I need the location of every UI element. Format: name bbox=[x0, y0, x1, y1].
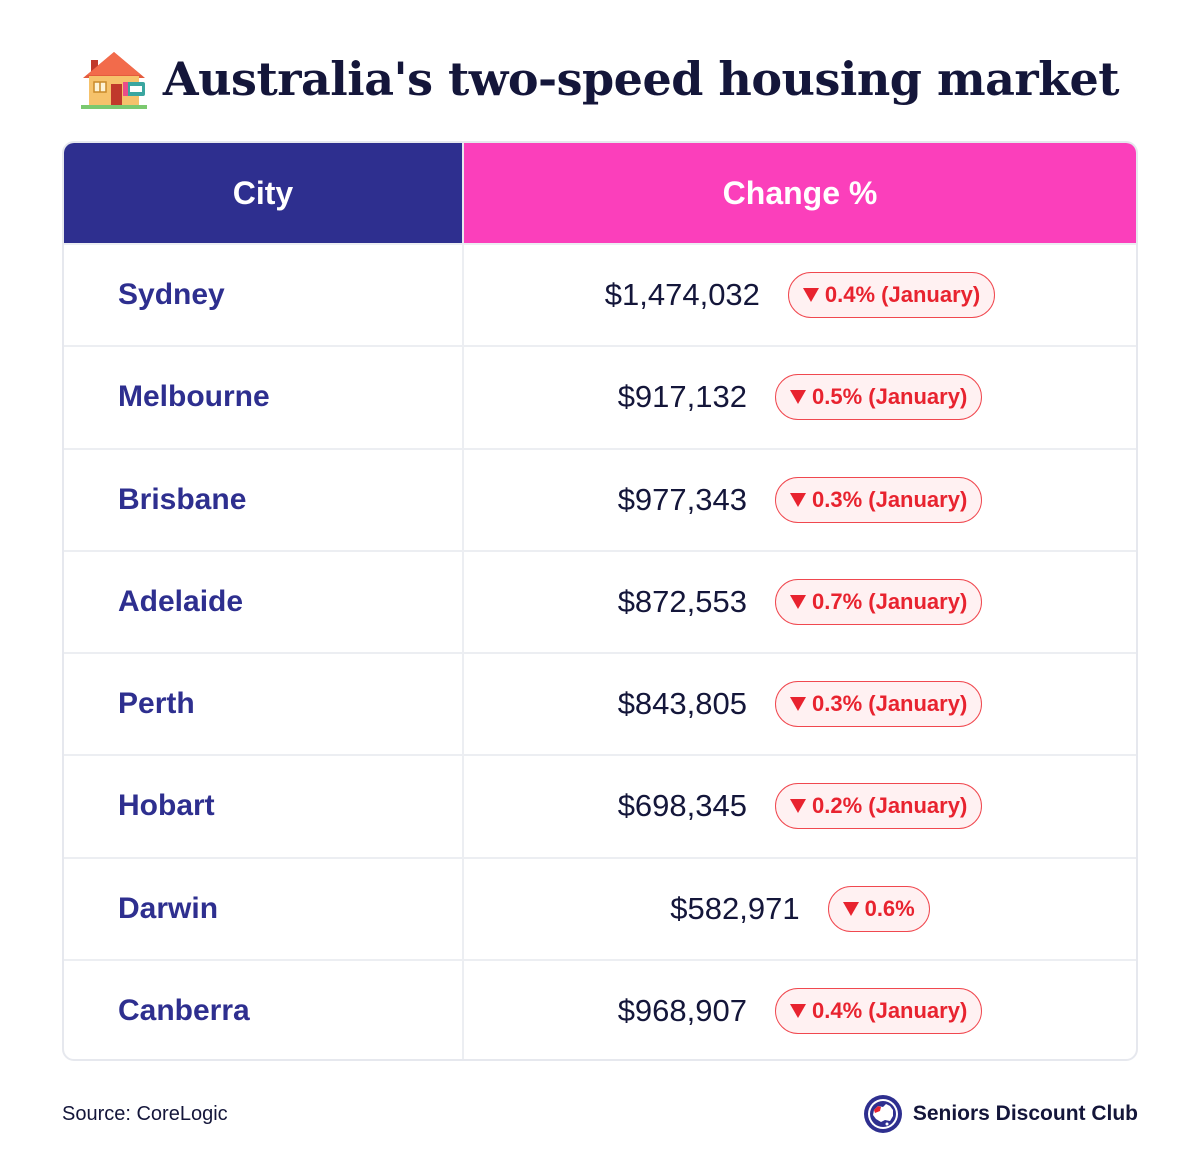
change-badge: 0.3% (January) bbox=[775, 681, 983, 728]
city-name: Hobart bbox=[118, 789, 215, 823]
change-value: 0.6% bbox=[864, 895, 915, 921]
change-badge: 0.4% (January) bbox=[775, 987, 983, 1034]
down-arrow-icon bbox=[790, 1003, 806, 1018]
median-price: $968,907 bbox=[617, 992, 747, 1028]
change-badge: 0.2% (January) bbox=[775, 783, 983, 830]
change-value: 0.3% (January) bbox=[812, 691, 968, 717]
change-value: 0.2% (January) bbox=[812, 793, 968, 819]
table-row: Brisbane $977,343 0.3% (January) bbox=[64, 447, 1136, 550]
change-value: 0.7% (January) bbox=[812, 588, 968, 614]
table-row: Perth $843,805 0.3% (January) bbox=[64, 652, 1136, 755]
median-price: $582,971 bbox=[670, 890, 800, 926]
column-header-change: Change % bbox=[462, 143, 1136, 243]
median-price: $977,343 bbox=[617, 481, 747, 517]
table-row: Hobart $698,345 0.2% (January) bbox=[64, 754, 1136, 857]
change-badge: 0.4% (January) bbox=[787, 272, 996, 319]
change-cell: $582,971 0.6% bbox=[462, 858, 1136, 959]
down-arrow-icon bbox=[842, 901, 859, 916]
change-cell: $1,474,032 0.4% (January) bbox=[462, 245, 1136, 346]
down-arrow-icon bbox=[790, 799, 806, 814]
city-name: Melbourne bbox=[118, 380, 270, 414]
title-row: Australia's two-speed housing market bbox=[0, 44, 1200, 114]
housing-table: City Change % Sydney $1,474,032 0.4% (Janu… bbox=[62, 141, 1138, 1061]
change-badge: 0.3% (January) bbox=[775, 476, 983, 523]
brand: Seniors Discount Club bbox=[863, 1094, 1138, 1134]
house-for-sale-icon bbox=[80, 52, 147, 109]
down-arrow-icon bbox=[790, 697, 806, 712]
change-badge: 0.6% bbox=[827, 885, 930, 932]
down-arrow-icon bbox=[802, 288, 819, 303]
down-arrow-icon bbox=[790, 390, 806, 405]
table-header: City Change % bbox=[64, 143, 1136, 243]
column-header-city: City bbox=[64, 143, 462, 243]
table-row: Canberra $968,907 0.4% (January) bbox=[64, 958, 1136, 1059]
change-cell: $843,805 0.3% (January) bbox=[462, 654, 1136, 755]
median-price: $698,345 bbox=[617, 788, 747, 824]
change-value: 0.5% (January) bbox=[812, 384, 968, 410]
city-name: Brisbane bbox=[118, 482, 247, 516]
change-cell: $872,553 0.7% (January) bbox=[462, 551, 1136, 652]
change-cell: $968,907 0.4% (January) bbox=[462, 960, 1136, 1059]
change-value: 0.4% (January) bbox=[812, 997, 968, 1023]
down-arrow-icon bbox=[790, 492, 806, 507]
australia-globe-logo-icon bbox=[863, 1095, 902, 1133]
change-cell: $917,132 0.5% (January) bbox=[462, 347, 1136, 448]
change-cell: $698,345 0.2% (January) bbox=[462, 756, 1136, 857]
median-price: $917,132 bbox=[617, 379, 747, 415]
city-name: Darwin bbox=[118, 891, 219, 925]
median-price: $1,474,032 bbox=[604, 277, 760, 313]
page-title: Australia's two-speed housing market bbox=[162, 52, 1120, 106]
change-value: 0.4% (January) bbox=[824, 282, 981, 308]
change-cell: $977,343 0.3% (January) bbox=[462, 449, 1136, 550]
city-name: Sydney bbox=[118, 278, 225, 312]
city-name: Canberra bbox=[118, 993, 250, 1027]
table-row: Darwin $582,971 0.6% bbox=[64, 856, 1136, 959]
median-price: $872,553 bbox=[617, 583, 747, 619]
city-name: Adelaide bbox=[118, 584, 244, 618]
down-arrow-icon bbox=[790, 594, 806, 609]
table-row: Adelaide $872,553 0.7% (January) bbox=[64, 549, 1136, 652]
table-body: Sydney $1,474,032 0.4% (January) Melbourne $… bbox=[64, 243, 1136, 1059]
table-row: Melbourne $917,132 0.5% (January) bbox=[64, 345, 1136, 448]
change-badge: 0.5% (January) bbox=[775, 374, 983, 421]
brand-name: Seniors Discount Club bbox=[912, 1102, 1138, 1125]
change-badge: 0.7% (January) bbox=[775, 578, 983, 625]
change-value: 0.3% (January) bbox=[812, 486, 968, 512]
source-note: Source: CoreLogic bbox=[62, 1103, 228, 1125]
table-row: Sydney $1,474,032 0.4% (January) bbox=[64, 243, 1136, 346]
median-price: $843,805 bbox=[617, 686, 747, 722]
city-name: Perth bbox=[118, 687, 195, 721]
